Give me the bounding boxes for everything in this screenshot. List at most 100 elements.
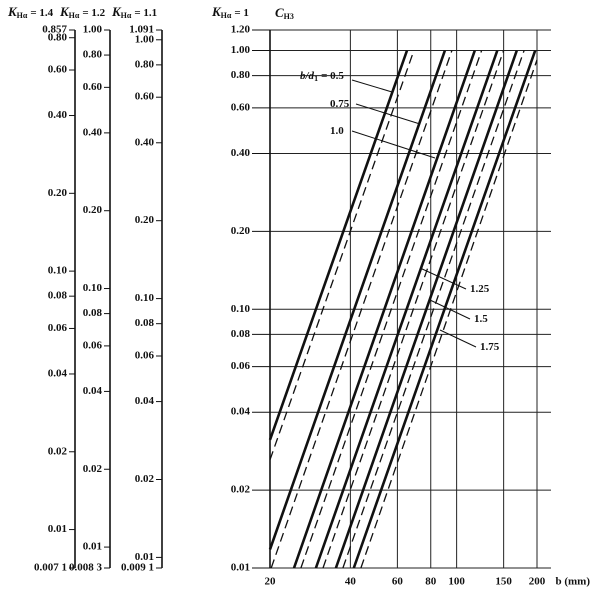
scale-title: KHα = 1.2 <box>59 4 106 20</box>
tick-label: 0.02 <box>48 445 68 457</box>
tick-label: 0.01 <box>83 541 102 553</box>
x-tick-label: 20 <box>265 576 277 588</box>
y-tick-label: 1.20 <box>231 24 251 36</box>
tick-label: 0.20 <box>83 204 103 216</box>
tick-label: 0.20 <box>135 214 155 226</box>
curve <box>352 50 537 569</box>
y-tick-label: 0.60 <box>231 101 251 113</box>
curve <box>292 50 477 569</box>
title-rest: = 1.1 <box>134 7 157 19</box>
title-subscript: Hα <box>221 11 232 20</box>
title-rest: = 1 <box>234 7 249 19</box>
scale-title: KHα = 1.1 <box>111 4 157 20</box>
annotation-text: 1.75 <box>480 341 500 353</box>
annotation-text: = 0.5 <box>321 70 344 82</box>
leader-line <box>351 130 436 159</box>
tick-label: 0.60 <box>48 64 68 76</box>
annotation: b/d1 = 0.5 <box>300 70 344 83</box>
annotation: 1.25 <box>470 283 490 295</box>
tick-label: 0.009 1 <box>121 562 154 574</box>
annotation-text: 1.0 <box>330 125 344 137</box>
leader-line <box>351 79 393 93</box>
tick-label: 0.60 <box>135 91 155 103</box>
title-subscript: H3 <box>284 12 294 21</box>
tick-label: 0.80 <box>135 58 155 70</box>
tick-label: 0.06 <box>135 350 155 362</box>
y-tick-label: 1.00 <box>231 44 251 56</box>
tick-label: 0.04 <box>48 367 68 379</box>
y-tick-label: 0.08 <box>231 328 251 340</box>
leader-line <box>439 329 477 348</box>
tick-label: 0.02 <box>135 473 155 485</box>
tick-label: 0.08 <box>48 290 68 302</box>
curve <box>269 50 415 461</box>
leader-line <box>429 299 471 320</box>
tick-label: 0.80 <box>48 31 68 43</box>
tick-label: 0.10 <box>135 292 155 304</box>
y-tick-label: 0.80 <box>231 69 251 81</box>
title-subscript: Hα <box>17 11 28 20</box>
annotation-prefix: b/d <box>300 70 315 82</box>
curve <box>268 50 409 441</box>
tick-label: 0.01 <box>135 551 154 563</box>
curve <box>314 50 499 569</box>
title-subscript: Hα <box>121 11 132 20</box>
leader-line <box>355 103 421 125</box>
title-symbol: K <box>111 4 122 19</box>
annotation-text: 1.5 <box>474 313 488 325</box>
x-tick-label: 200 <box>529 576 546 588</box>
tick-label: 0.20 <box>48 187 68 199</box>
y-tick-label: 0.06 <box>231 360 251 372</box>
leader-line <box>419 267 467 290</box>
tick-label: 0.06 <box>83 339 103 351</box>
annotation: 1.0 <box>330 125 344 137</box>
y-tick-label: 0.02 <box>231 484 251 496</box>
x-tick-label: 80 <box>425 576 437 588</box>
title-symbol: K <box>7 4 18 19</box>
tick-label: 0.007 1 <box>34 562 67 574</box>
tick-label: 0.04 <box>83 385 103 397</box>
tick-label: 0.10 <box>48 265 68 277</box>
x-tick-label: 40 <box>345 576 357 588</box>
title-symbol: C <box>275 5 284 20</box>
curve <box>342 50 525 569</box>
annotation: 0.75 <box>330 98 350 110</box>
curve <box>268 50 447 550</box>
title-symbol: K <box>59 4 70 19</box>
y-tick-label: 0.01 <box>231 562 250 574</box>
curve <box>322 50 505 569</box>
tick-label: 0.04 <box>135 395 155 407</box>
tick-label: 1.00 <box>135 33 155 45</box>
annotation-text: 1.25 <box>470 283 490 295</box>
annotation-subscript: 1 <box>314 74 318 83</box>
tick-label: 0.40 <box>48 109 68 121</box>
annotation: 1.5 <box>474 313 488 325</box>
tick-label: 0.80 <box>83 49 103 61</box>
y-tick-label: 0.20 <box>231 225 251 237</box>
tick-label: 0.40 <box>135 136 155 148</box>
annotation: 1.75 <box>480 341 500 353</box>
x-tick-label: 100 <box>448 576 465 588</box>
y-tick-label: 0.04 <box>231 406 251 418</box>
tick-label: 0.06 <box>48 322 68 334</box>
tick-label: 0.10 <box>83 282 103 294</box>
y-axis-title: CH3 <box>275 5 294 21</box>
tick-label: 0.008 3 <box>69 562 103 574</box>
tick-label: 0.08 <box>135 317 155 329</box>
scale-title: KHα = 1 <box>211 4 249 20</box>
title-rest: = 1.2 <box>82 7 105 19</box>
title-symbol: K <box>211 4 222 19</box>
title-subscript: Hα <box>69 11 80 20</box>
curve <box>270 50 453 569</box>
y-tick-label: 0.40 <box>231 147 251 159</box>
tick-label: 0.08 <box>83 307 103 319</box>
x-axis-title: b (mm) <box>555 576 590 588</box>
title-rest: = 1.4 <box>30 7 53 19</box>
curve <box>334 50 519 569</box>
curve <box>360 59 538 569</box>
x-tick-label: 60 <box>392 576 404 588</box>
y-tick-label: 0.10 <box>231 303 251 315</box>
tick-label: 0.02 <box>83 463 103 475</box>
annotation-text: 0.75 <box>330 98 350 110</box>
